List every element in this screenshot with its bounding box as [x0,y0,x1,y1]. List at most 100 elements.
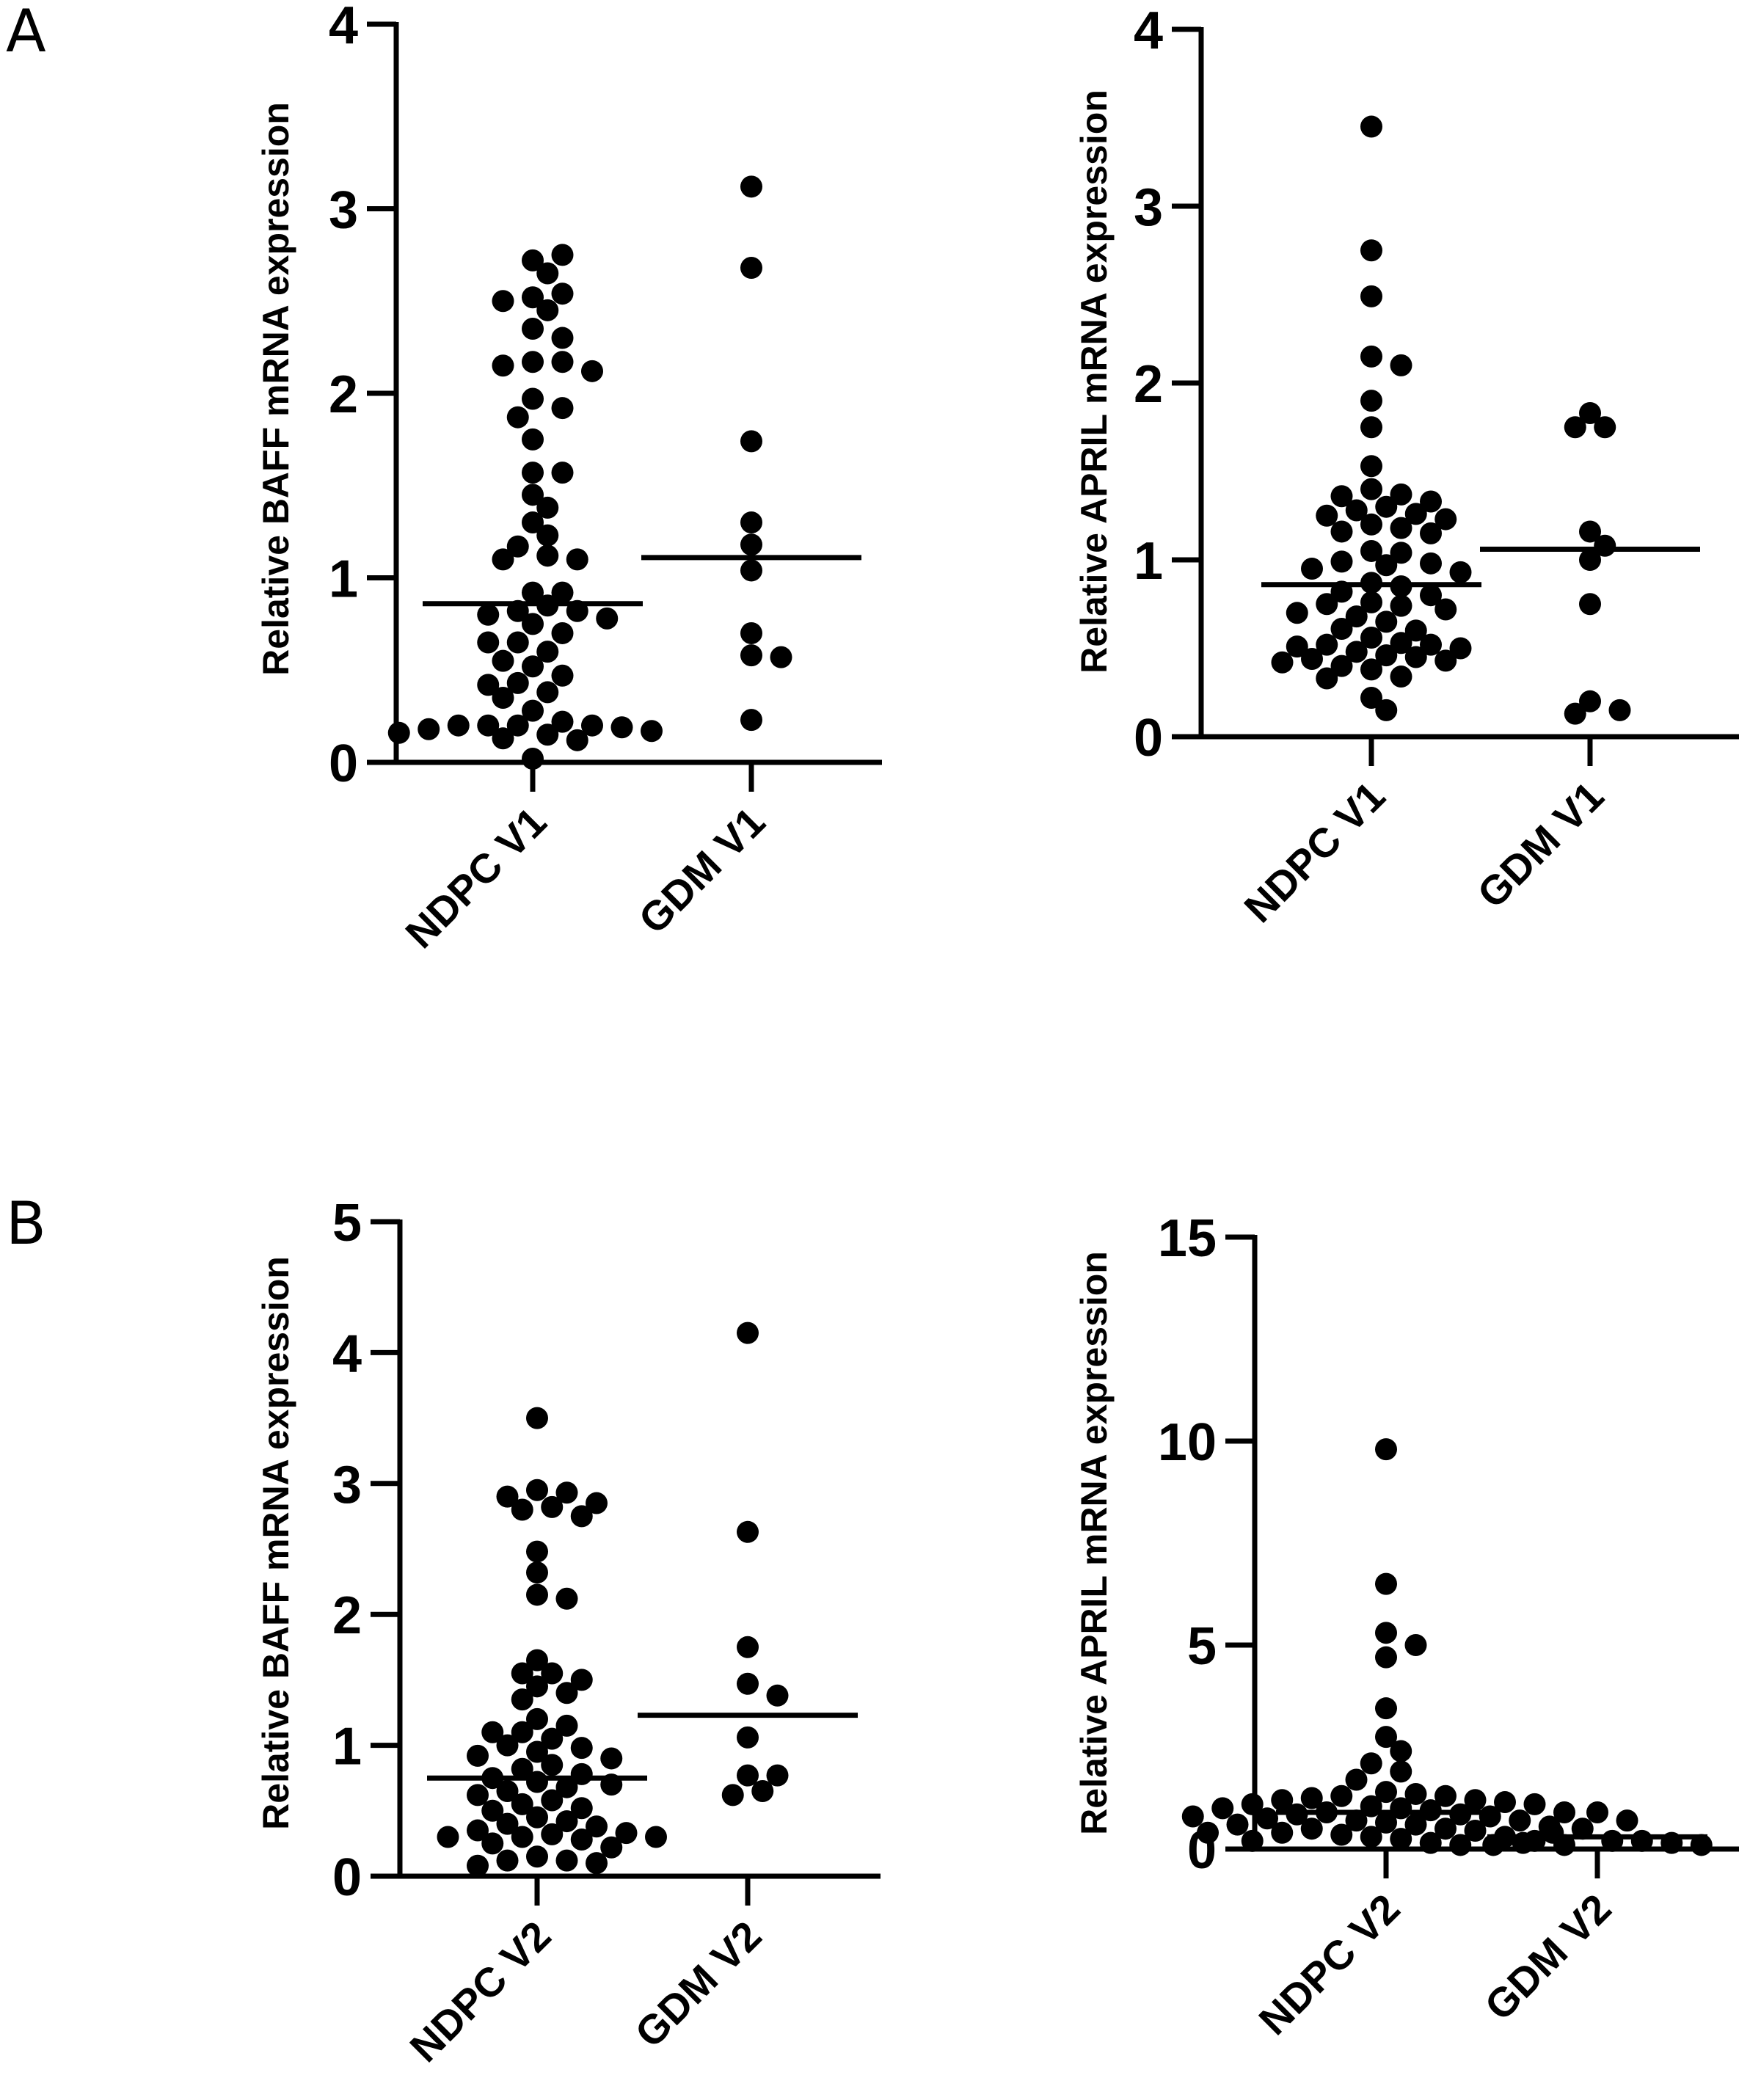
data-point [526,1675,548,1698]
data-point [1345,499,1368,522]
data-point [1316,633,1338,656]
data-point [492,354,514,377]
data-point [555,1714,578,1737]
data-point [526,1740,548,1763]
y-axis-title: Relative BAFF mRNA expression [255,1256,296,1830]
data-point [740,256,762,279]
data-point [1345,605,1368,628]
data-point [551,327,574,349]
data-point [477,631,500,654]
data-point [1630,1829,1653,1852]
data-point [467,1819,489,1842]
chart-panel-1: 0 1 2 3 4 Relative BAFF mRNA expression NDPC V… [255,0,882,957]
data-point [522,613,544,635]
data-point [551,664,574,687]
data-point [1360,513,1382,536]
data-point [526,1561,548,1584]
category-label: GDM V2 [626,1912,770,2056]
data-point [1360,1826,1382,1848]
data-point [1608,699,1631,721]
data-point [1316,593,1338,616]
data-point [740,511,762,534]
data-point [1375,1646,1397,1669]
data-point [1271,1789,1294,1812]
data-point [511,1826,533,1848]
data-point [1390,354,1412,376]
data-point [418,718,440,740]
data-point [555,1810,578,1833]
data-point [522,428,544,451]
data-point [1241,1829,1264,1852]
data-point [1464,1819,1487,1842]
data-point [1375,1811,1397,1834]
y-tick-label: 0 [1134,709,1163,768]
data-point [526,1540,548,1563]
data-point [1286,602,1308,624]
data-point [522,286,544,309]
data-point [541,1789,564,1812]
data-point [496,1812,519,1835]
data-point [581,360,603,382]
data-point [1375,495,1398,518]
data-point [1375,1622,1397,1644]
data-point [1434,508,1457,531]
data-point [737,1672,759,1695]
data-point [536,524,559,547]
data-point [522,387,544,410]
data-point [641,720,663,743]
y-tick-label: 3 [1134,178,1163,237]
data-point [506,714,529,737]
data-point [1390,542,1412,564]
data-point [481,1799,504,1822]
y-tick-label: 1 [332,1718,362,1776]
y-tick-label: 1 [329,550,358,609]
data-point [1404,503,1427,525]
data-point [551,710,574,733]
data-point [1375,1697,1397,1720]
data-point [492,727,514,750]
data-point [1360,591,1382,613]
data-point [522,747,544,770]
data-point [1523,1793,1546,1815]
data-point [1404,646,1427,668]
chart-panel-2: 0 1 2 3 4 Relative APRIL mRNA expression NDPC … [1073,1,1739,931]
data-point [570,1669,593,1691]
data-point [1390,517,1412,539]
data-point [1286,635,1308,658]
y-tick-label: 2 [332,1586,362,1645]
data-point [1256,1807,1278,1830]
data-point [526,1707,548,1730]
chart-panel-3: 0 1 2 3 4 5 Relative BAFF mRNA expression NDPC … [255,1194,881,2071]
data-point [600,1836,623,1859]
data-point [536,723,559,746]
data-point [1464,1789,1487,1812]
data-point [600,1747,623,1770]
data-point [1316,667,1338,690]
data-point [1404,1813,1427,1836]
data-point [536,262,559,285]
data-point [511,1721,533,1743]
data-point [536,299,559,321]
y-tick-label: 0 [329,734,358,793]
data-point [506,535,529,558]
data-point [1375,1438,1397,1461]
data-point [1197,1821,1219,1844]
data-point [566,548,588,571]
data-point [1360,239,1382,262]
data-point [740,644,762,667]
data-point [1390,483,1412,506]
data-point [555,1849,578,1872]
data-point [1360,1752,1382,1775]
data-point [586,1852,608,1875]
data-point [1301,647,1323,670]
data-point [511,1688,533,1711]
data-point [1690,1834,1713,1856]
data-point [541,1823,564,1845]
data-point [492,649,514,672]
data-point [1616,1809,1638,1832]
data-point [1375,554,1398,577]
data-point [1434,1818,1457,1840]
data-point [615,1822,638,1845]
data-point [570,1505,593,1528]
data-point [536,681,559,704]
